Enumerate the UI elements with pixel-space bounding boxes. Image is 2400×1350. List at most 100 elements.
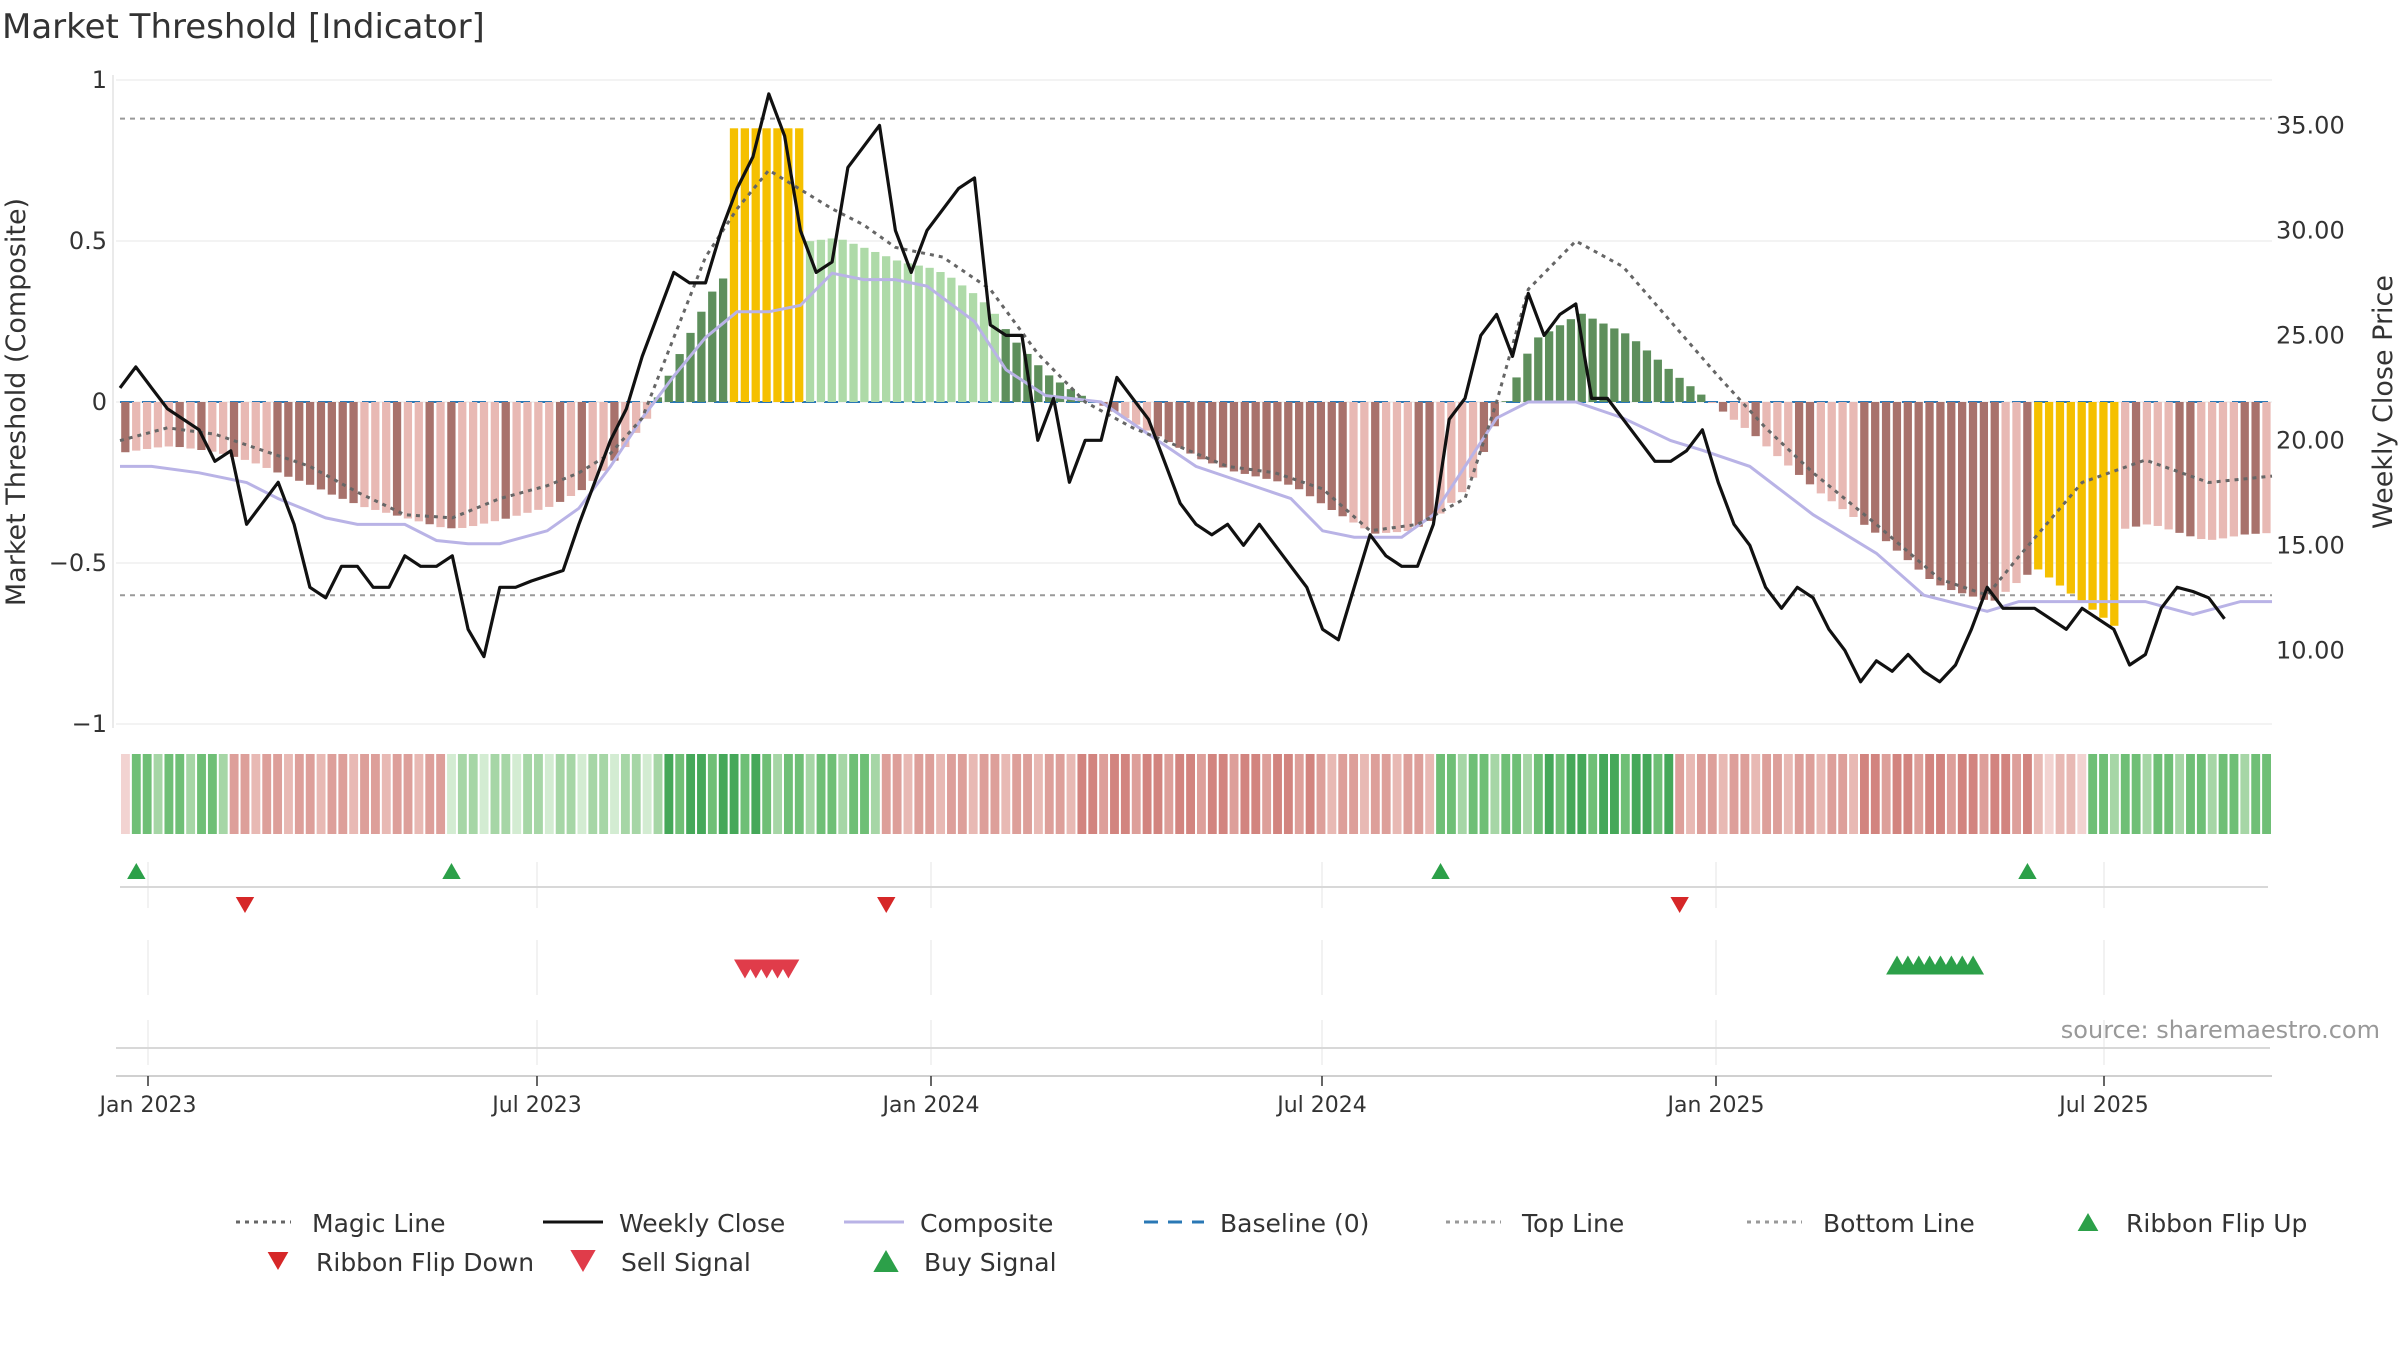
ribbon-cell xyxy=(914,754,924,834)
ribbon-cell xyxy=(164,754,174,834)
composite-bar xyxy=(599,402,608,471)
left-tick-label: −1 xyxy=(72,710,107,738)
chart-title: Market Threshold [Indicator] xyxy=(2,7,485,47)
left-tick-label: 1 xyxy=(92,66,107,94)
ribbon-cell xyxy=(2131,754,2141,834)
composite-bar xyxy=(2207,402,2217,540)
legend-swatch xyxy=(570,1250,596,1272)
composite-bar xyxy=(914,265,923,402)
composite-bar xyxy=(262,402,271,468)
ribbon-cell xyxy=(414,754,424,834)
legend: Magic Line Weekly Close Composite Baseline … xyxy=(236,1209,2307,1277)
ribbon-cell xyxy=(1892,754,1902,834)
ribbon-cell xyxy=(1120,754,1130,834)
composite-bar xyxy=(1784,402,1793,466)
composite-bar xyxy=(1131,402,1141,425)
ribbon-cell xyxy=(2055,754,2065,834)
ribbon-cell xyxy=(675,754,685,834)
reference-lines xyxy=(120,117,2272,597)
ribbon-cell xyxy=(1512,754,1522,834)
source-label: source: sharemaestro.com xyxy=(2061,1016,2380,1044)
ribbon-cell xyxy=(1033,754,1043,834)
ribbon-cell xyxy=(327,754,337,834)
composite-bar xyxy=(447,402,456,529)
ribbon-cell xyxy=(740,754,750,834)
composite-bar xyxy=(142,402,152,449)
ribbon-cell xyxy=(1946,754,1956,834)
composite-bar xyxy=(1599,323,1608,402)
composite-bar xyxy=(1316,402,1326,504)
composite-bar xyxy=(2121,402,2130,529)
ribbon-cell xyxy=(805,754,815,834)
composite-bar xyxy=(2164,402,2173,530)
ribbon-cell xyxy=(1533,754,1543,834)
composite-bar xyxy=(403,402,413,519)
ribbon-cell xyxy=(2251,754,2261,834)
ribbon-cell xyxy=(1099,754,1109,834)
ribbon-cell xyxy=(1153,754,1163,834)
composite-bar xyxy=(545,402,554,507)
ribbon-cell xyxy=(783,754,793,834)
ribbon-cell xyxy=(1186,754,1195,834)
ribbon-cell xyxy=(631,754,641,834)
ribbon-cell xyxy=(1142,754,1152,834)
ribbon-cell xyxy=(1751,754,1761,834)
composite-bar xyxy=(1773,402,1782,457)
signal-markers xyxy=(127,863,2037,979)
ribbon-cell xyxy=(1936,754,1945,834)
ribbon-cell xyxy=(1740,754,1750,834)
composite-bar xyxy=(2131,402,2141,527)
composite-bar xyxy=(1968,402,1978,597)
ribbon-cell xyxy=(881,754,891,834)
ribbon-cell xyxy=(870,754,880,834)
composite-bar xyxy=(1577,313,1586,402)
ribbon-cell xyxy=(794,754,804,834)
right-tick-label: 35.00 xyxy=(2276,111,2345,139)
composite-bar xyxy=(2142,402,2152,525)
ribbon-cell xyxy=(653,754,663,834)
composite-bar xyxy=(664,375,673,402)
composite-bar xyxy=(132,402,141,451)
composite-bar xyxy=(1903,402,1912,561)
composite-bar xyxy=(2044,402,2054,578)
ribbon-cell xyxy=(1686,754,1695,834)
composite-bar xyxy=(229,402,239,457)
ribbon-cell xyxy=(1925,754,1935,834)
ribbon-cell xyxy=(2153,754,2163,834)
composite-bar xyxy=(327,402,336,495)
ribbon-cell xyxy=(1870,754,1880,834)
composite-bar xyxy=(1284,402,1293,485)
legend-label: Top Line xyxy=(1521,1209,1624,1238)
composite-bar xyxy=(1468,402,1478,478)
ribbon-cell xyxy=(1044,754,1054,834)
ribbon-cell xyxy=(284,754,293,834)
ribbon-cell xyxy=(381,754,391,834)
ribbon-cell xyxy=(1131,754,1141,834)
ribbon-cell xyxy=(1566,754,1576,834)
ribbon-cell xyxy=(294,754,304,834)
composite-bar xyxy=(1925,402,1934,580)
composite-bar xyxy=(1555,325,1565,402)
trend-ribbon xyxy=(121,754,2271,834)
ribbon-cell xyxy=(1164,754,1174,834)
x-tick-label: Jul 2023 xyxy=(490,1093,582,1118)
composite-bar xyxy=(686,332,695,402)
composite-bar xyxy=(284,402,293,477)
composite-bar xyxy=(871,251,880,402)
composite-bar xyxy=(632,402,641,433)
composite-bar xyxy=(621,402,630,448)
magic-line xyxy=(119,168,2273,597)
legend-swatch xyxy=(2077,1213,2099,1231)
ribbon-cell xyxy=(2023,754,2032,834)
composite-bar xyxy=(414,402,423,522)
ribbon-cell xyxy=(1675,754,1685,834)
composite-bar xyxy=(523,402,532,513)
composite-bar xyxy=(1523,353,1532,402)
composite-bar xyxy=(1979,402,1989,600)
composite-bar xyxy=(458,402,467,528)
ribbon-cell xyxy=(2186,754,2195,834)
composite-bar xyxy=(1740,402,1749,428)
ribbon-cell xyxy=(1968,754,1978,834)
composite-bar xyxy=(208,402,217,452)
composite-bar xyxy=(708,291,717,402)
